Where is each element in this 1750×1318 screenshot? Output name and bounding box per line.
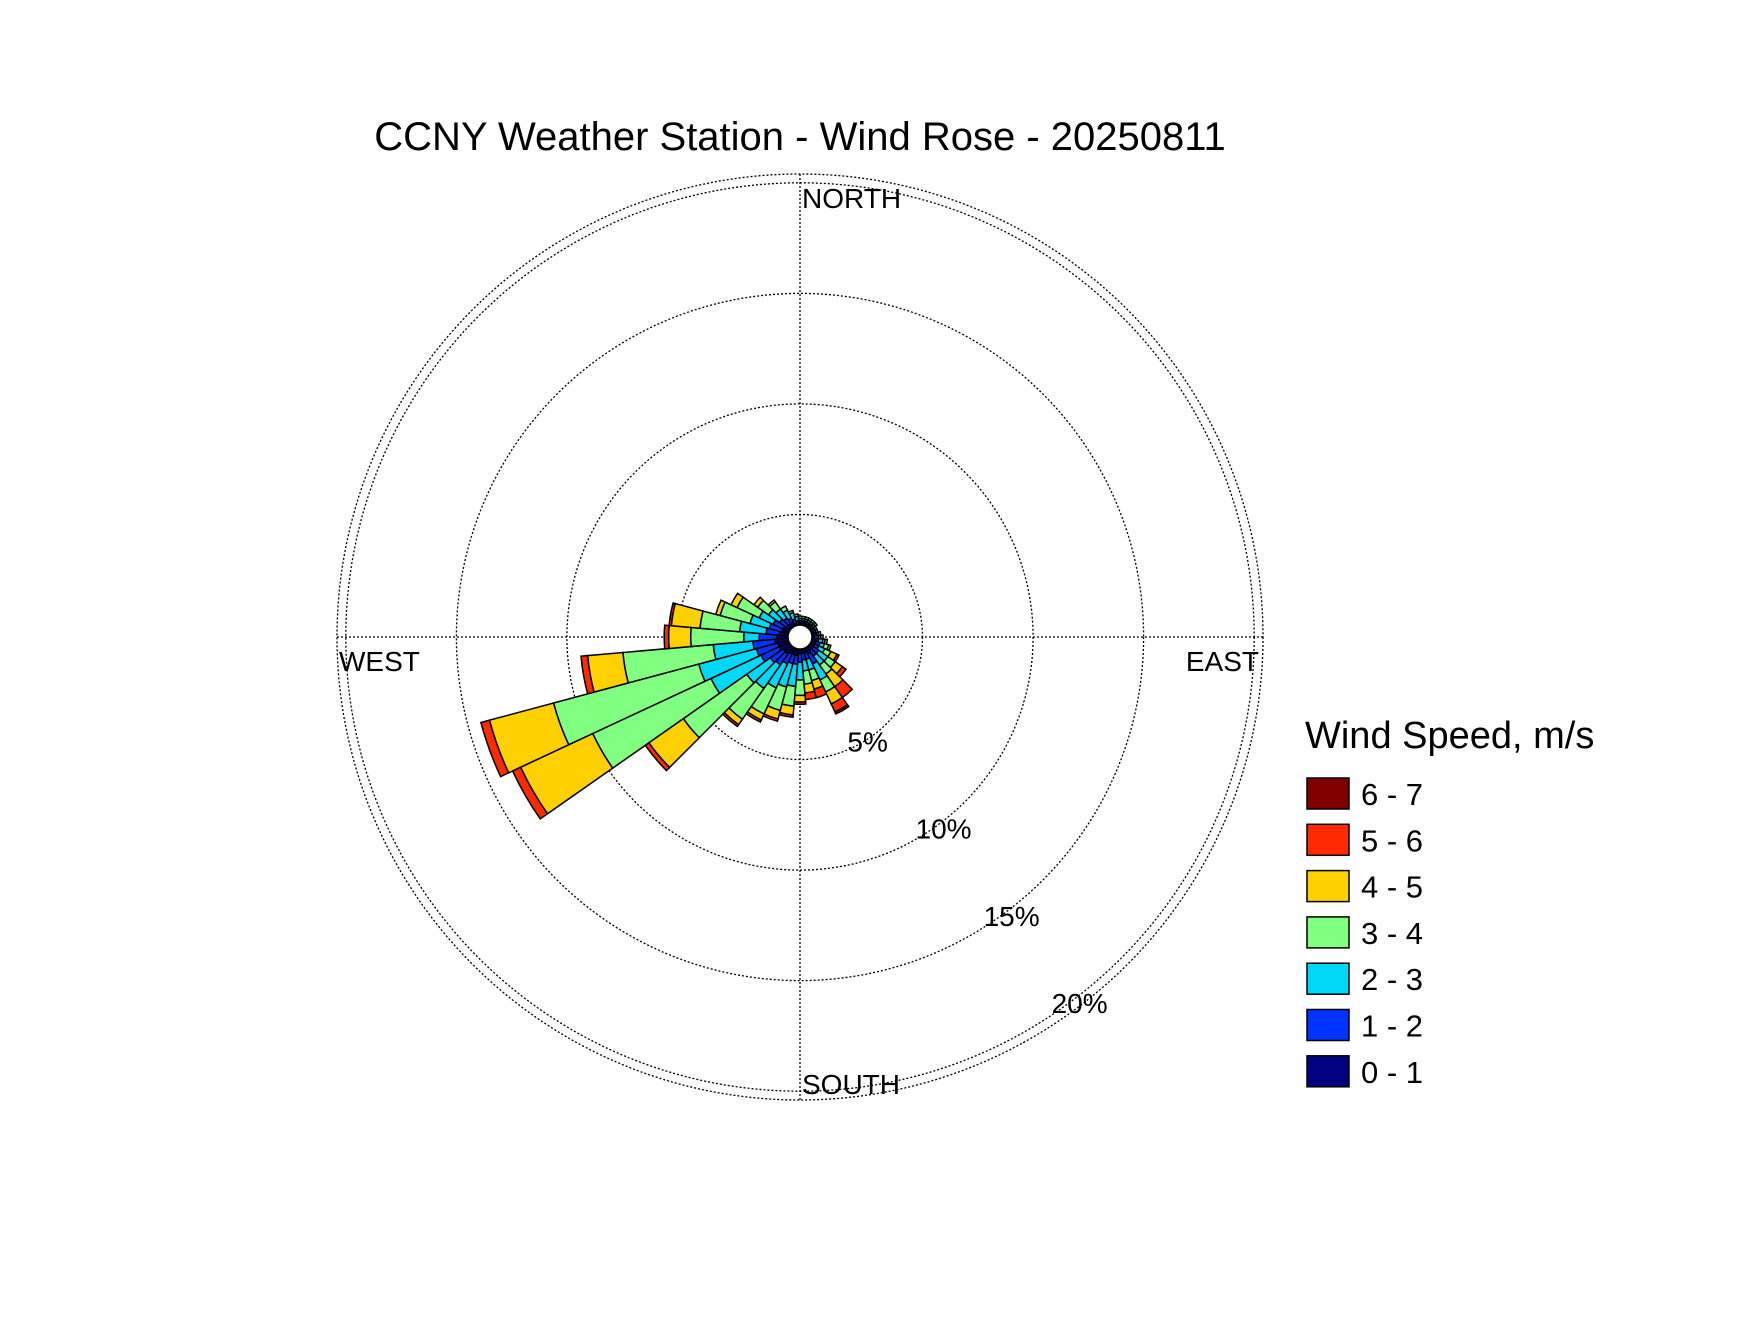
chart-title: CCNY Weather Station - Wind Rose - 20250… — [374, 115, 1226, 159]
radial-tick-label: 10% — [916, 814, 972, 845]
legend-swatch — [1306, 823, 1350, 857]
legend-label: 3 - 4 — [1361, 916, 1423, 951]
legend-items: 6 - 7 5 - 6 4 - 5 3 - 4 2 - 3 1 - 2 0 - 1 — [1306, 777, 1423, 1090]
sector-segment — [511, 766, 549, 820]
sector-segment — [730, 592, 745, 609]
sector-segment — [668, 602, 677, 627]
sector-segment — [832, 653, 840, 663]
sector-segment — [833, 703, 850, 715]
radial-tick-label: 15% — [984, 901, 1040, 932]
direction-label-west: WEST — [339, 646, 420, 677]
legend-swatch — [1306, 962, 1350, 995]
sector-segment — [479, 719, 510, 778]
sector-segment — [762, 713, 779, 723]
sector-segment — [835, 665, 848, 678]
legend-label: 2 - 3 — [1361, 962, 1423, 997]
legend-label: 4 - 5 — [1361, 870, 1423, 905]
legend-label: 0 - 1 — [1361, 1055, 1423, 1090]
sector-segment — [714, 599, 727, 617]
sector-segment — [670, 602, 704, 630]
legend-swatch — [1306, 1055, 1350, 1088]
legend-swatch — [1306, 777, 1350, 810]
sector-segment — [752, 596, 765, 609]
sector-segment — [793, 694, 807, 703]
radial-tick-label: 5% — [847, 727, 887, 758]
sector-segment — [825, 643, 832, 652]
sector-segment — [745, 710, 763, 724]
center-calm-circle — [787, 624, 813, 650]
legend-label: 6 - 7 — [1361, 777, 1423, 812]
sector-segment — [667, 624, 692, 650]
sector-segment — [580, 654, 595, 695]
sector-segment — [778, 711, 794, 719]
sector-segment — [804, 690, 818, 701]
radial-tick-label: 20% — [1052, 988, 1108, 1019]
sector-segment — [833, 678, 854, 699]
sector-segment — [663, 624, 670, 650]
legend: Wind Speed, m/s 6 - 7 5 - 6 4 - 5 3 - 4 2 - … — [1305, 715, 1594, 1090]
polar-grid — [336, 173, 1264, 1101]
sector-segment — [793, 700, 807, 706]
legend-swatch — [1306, 869, 1350, 903]
sector-segment — [823, 638, 829, 646]
legend-label: 1 - 2 — [1361, 1009, 1423, 1044]
grid-ring — [455, 292, 1145, 982]
sector-segment — [721, 711, 740, 728]
direction-label-south: SOUTH — [802, 1069, 900, 1100]
sector-segment — [644, 741, 671, 772]
direction-label-east: EAST — [1186, 646, 1259, 677]
legend-swatch — [1306, 1008, 1350, 1042]
wind-sectors — [479, 592, 854, 820]
direction-label-north: NORTH — [802, 183, 901, 214]
legend-swatch — [1306, 916, 1350, 949]
radial-tick-labels: 5% 10% 15% 20% — [847, 727, 1107, 1019]
legend-title: Wind Speed, m/s — [1305, 715, 1594, 757]
legend-label: 5 - 6 — [1361, 823, 1423, 858]
sector-segment — [819, 634, 824, 640]
